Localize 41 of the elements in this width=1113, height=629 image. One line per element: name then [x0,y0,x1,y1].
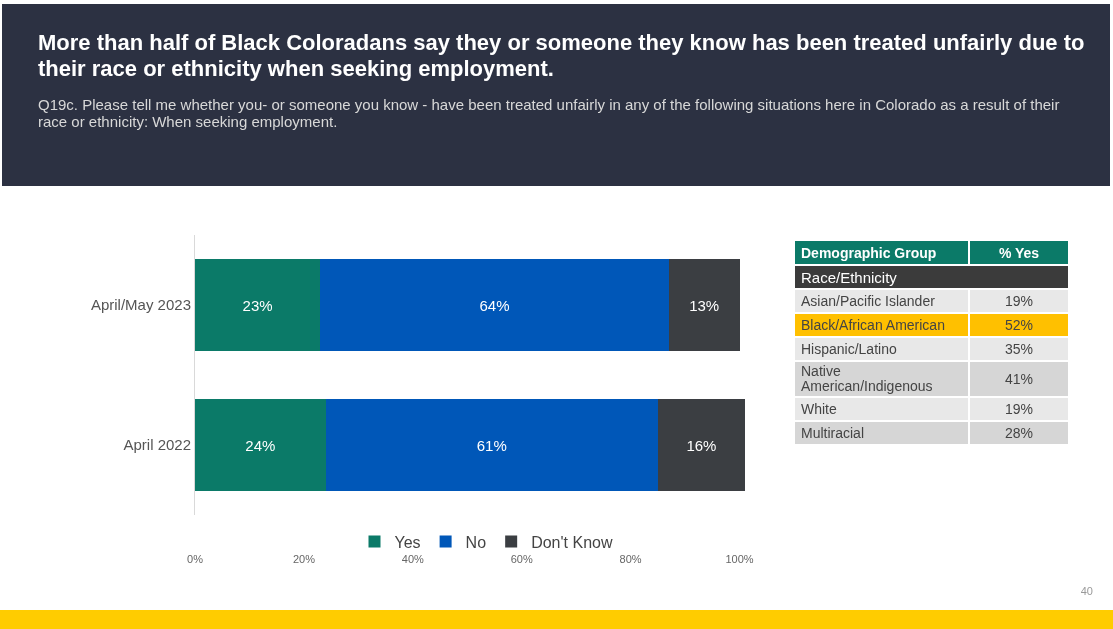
category-label: White [795,397,969,421]
x-tick-label: 80% [619,553,642,565]
y-tick-label: April/May 2023 [90,296,191,314]
y-tick-label: April 2022 [123,436,191,454]
bar [320,258,669,352]
data-label: 23% [242,296,273,314]
text: 28% [1004,425,1034,441]
x-tick-label: 40% [401,553,425,565]
chart-title: More than half of Black Coloradans say they or someone they know has been treated unfairly due to their race or ethnicity when seeking employment. [38,30,1086,82]
bar [195,398,326,492]
text: 40 [1080,585,1093,597]
category-label: Black/African American [795,313,969,337]
data-label: 61% [476,436,507,454]
text: 41% [1004,371,1034,387]
category-label: Native American/Indigenous [795,361,969,397]
data-label: 13% [689,296,720,314]
x-tick-label: 20% [292,553,316,565]
category-label: Multiracial [795,421,969,445]
bar [195,258,321,352]
text: 52% [1004,317,1034,333]
text: Demographic Group [795,241,969,265]
x-tick-label: 0% [187,553,204,565]
x-tick-label: 100% [725,553,754,565]
category-label: Hispanic/Latino [795,337,969,361]
bar [668,258,740,352]
legend-label: No [465,533,487,551]
category-label: Asian/Pacific Islander [795,289,969,313]
bar [325,398,658,492]
legend-label: Yes [394,533,421,551]
x-tick-label: 60% [510,553,533,565]
text: 19% [1004,401,1034,417]
text: % Yes [969,241,1068,265]
text: 19% [1004,293,1034,309]
data-label: 16% [686,436,717,454]
data-label: 64% [479,296,510,314]
text: 35% [1004,341,1034,357]
bar [657,398,745,492]
legend-label: Don't Know [531,533,613,551]
chart-subtitle: Q19c. Please tell me whether you- or someone you know - have been treated unfairly in any of the following situations here in Colorado as a result of their race or ethnicity: When seeking employment. [38,96,1061,130]
data-label: 24% [245,436,276,454]
text: Race/Ethnicity [795,265,1068,289]
